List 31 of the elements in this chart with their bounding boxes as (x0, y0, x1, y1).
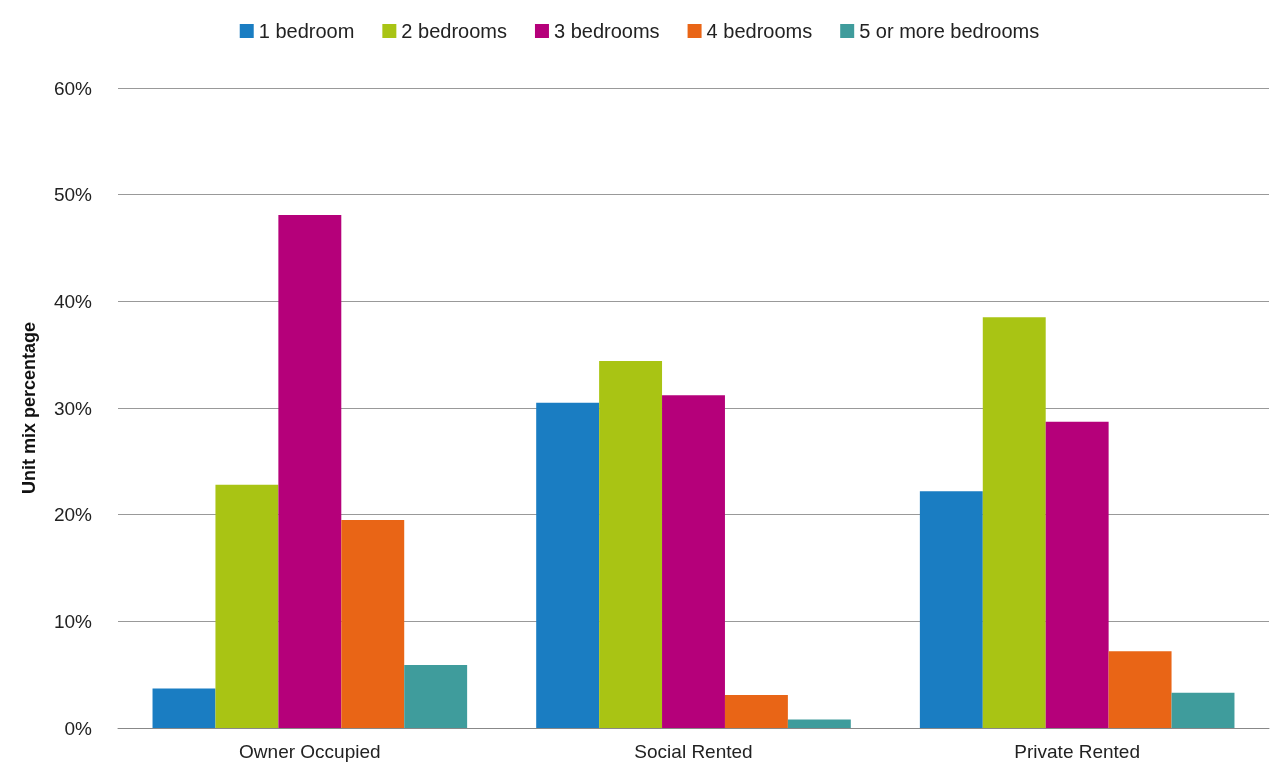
bar (215, 484, 279, 728)
legend-label: 1 bedroom (258, 20, 355, 42)
y-tick-label: 30% (53, 397, 93, 419)
bar (919, 491, 983, 728)
legend-label: 2 bedrooms (401, 20, 507, 42)
bar (787, 719, 851, 728)
bar (341, 520, 405, 728)
legend-label: 5 or more bedrooms (859, 20, 1040, 42)
bar (1171, 692, 1235, 728)
y-tick-label: 10% (53, 610, 93, 632)
bar (982, 317, 1046, 728)
bar (536, 402, 600, 728)
y-tick-label: 40% (53, 290, 93, 312)
y-tick-label: 50% (53, 184, 93, 206)
bar (278, 214, 342, 728)
bar (1045, 421, 1109, 728)
bar (152, 688, 216, 728)
x-tick-label: Social Rented (634, 741, 753, 762)
x-tick-label: Owner Occupied (239, 741, 381, 762)
y-axis-title: Unit mix percentage (19, 321, 39, 495)
x-tick-label: Private Rented (1014, 741, 1141, 762)
y-tick-label: 60% (53, 77, 93, 99)
bar (599, 361, 663, 728)
bar (1108, 651, 1172, 728)
y-tick-label: 0% (64, 717, 93, 739)
bar (662, 395, 725, 728)
y-tick-label: 20% (53, 504, 93, 526)
bar (724, 694, 788, 728)
bar (404, 665, 468, 728)
legend-label: 3 bedrooms (553, 20, 660, 42)
legend-label: 4 bedrooms (706, 20, 813, 42)
